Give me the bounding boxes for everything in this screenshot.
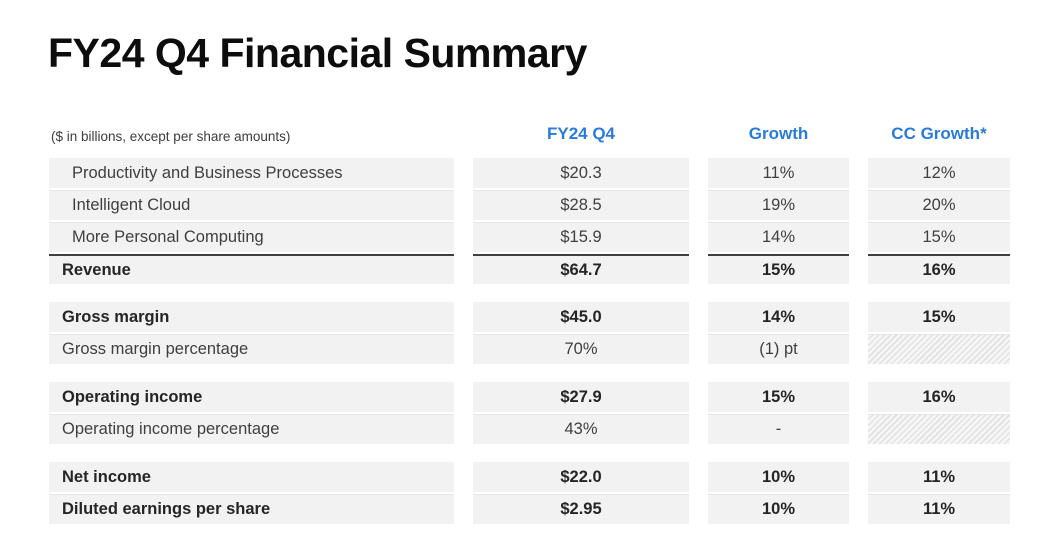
- table-row: Net income $22.0 10% 11%: [49, 462, 1010, 492]
- table-section: Net income $22.0 10% 11% Diluted earnings pe…: [49, 462, 1010, 524]
- row-label: Intelligent Cloud: [49, 190, 454, 220]
- row-label: Gross margin: [49, 302, 454, 332]
- row-label: Gross margin percentage: [49, 334, 454, 364]
- value-cell: $64.7: [473, 254, 689, 284]
- value-cell: 70%: [473, 334, 689, 364]
- value-cell: $15.9: [473, 222, 689, 252]
- value-cell: 14%: [708, 222, 849, 252]
- value-cell: 16%: [868, 382, 1010, 412]
- value-cell: 43%: [473, 414, 689, 444]
- table-section: Productivity and Business Processes $20.3…: [49, 158, 1010, 284]
- value-cell: 11%: [868, 494, 1010, 524]
- table-row: More Personal Computing $15.9 14% 15%: [49, 222, 1010, 252]
- value-cell: 16%: [868, 254, 1010, 284]
- row-label: More Personal Computing: [49, 222, 454, 252]
- table-row: Operating income $27.9 15% 16%: [49, 382, 1010, 412]
- table-row: Gross margin $45.0 14% 15%: [49, 302, 1010, 332]
- hatched-na-cell: [868, 414, 1010, 444]
- value-cell: 14%: [708, 302, 849, 332]
- value-cell: $20.3: [473, 158, 689, 188]
- row-label: Revenue: [49, 254, 454, 284]
- financial-table-body: Productivity and Business Processes $20.3…: [49, 158, 1010, 524]
- table-section: Operating income $27.9 15% 16% Operating inc…: [49, 382, 1010, 444]
- units-note: ($ in billions, except per share amounts…: [51, 129, 291, 144]
- value-cell: 11%: [868, 462, 1010, 492]
- hatched-na-cell: [868, 334, 1010, 364]
- value-cell: $28.5: [473, 190, 689, 220]
- row-label: Diluted earnings per share: [49, 494, 454, 524]
- value-cell: 19%: [708, 190, 849, 220]
- value-cell: 15%: [708, 254, 849, 284]
- value-cell: 10%: [708, 462, 849, 492]
- value-cell: -: [708, 414, 849, 444]
- table-row: Productivity and Business Processes $20.3…: [49, 158, 1010, 188]
- value-cell: 15%: [868, 222, 1010, 252]
- table-row: Intelligent Cloud $28.5 19% 20%: [49, 190, 1010, 220]
- value-cell: $2.95: [473, 494, 689, 524]
- table-section: Gross margin $45.0 14% 15% Gross margin perc…: [49, 302, 1010, 364]
- page-title: FY24 Q4 Financial Summary: [48, 30, 587, 76]
- value-cell: 11%: [708, 158, 849, 188]
- table-row: Revenue $64.7 15% 16%: [49, 254, 1010, 284]
- table-row: Gross margin percentage 70% (1) pt: [49, 334, 1010, 364]
- table-row: Operating income percentage 43% -: [49, 414, 1010, 444]
- table-row: Diluted earnings per share $2.95 10% 11%: [49, 494, 1010, 524]
- value-cell: 12%: [868, 158, 1010, 188]
- financial-table: ($ in billions, except per share amounts…: [49, 116, 1010, 524]
- value-cell: 20%: [868, 190, 1010, 220]
- value-cell: 15%: [708, 382, 849, 412]
- row-label: Net income: [49, 462, 454, 492]
- value-cell: $22.0: [473, 462, 689, 492]
- row-label: Operating income percentage: [49, 414, 454, 444]
- value-cell: (1) pt: [708, 334, 849, 364]
- column-header-growth: Growth: [748, 124, 809, 143]
- table-header-row: ($ in billions, except per share amounts…: [49, 116, 1010, 146]
- value-cell: $45.0: [473, 302, 689, 332]
- row-label: Operating income: [49, 382, 454, 412]
- column-header-cc-growth: CC Growth*: [891, 124, 987, 143]
- value-cell: 10%: [708, 494, 849, 524]
- column-header-fy24-q4: FY24 Q4: [546, 124, 616, 143]
- value-cell: 15%: [868, 302, 1010, 332]
- row-label: Productivity and Business Processes: [49, 158, 454, 188]
- value-cell: $27.9: [473, 382, 689, 412]
